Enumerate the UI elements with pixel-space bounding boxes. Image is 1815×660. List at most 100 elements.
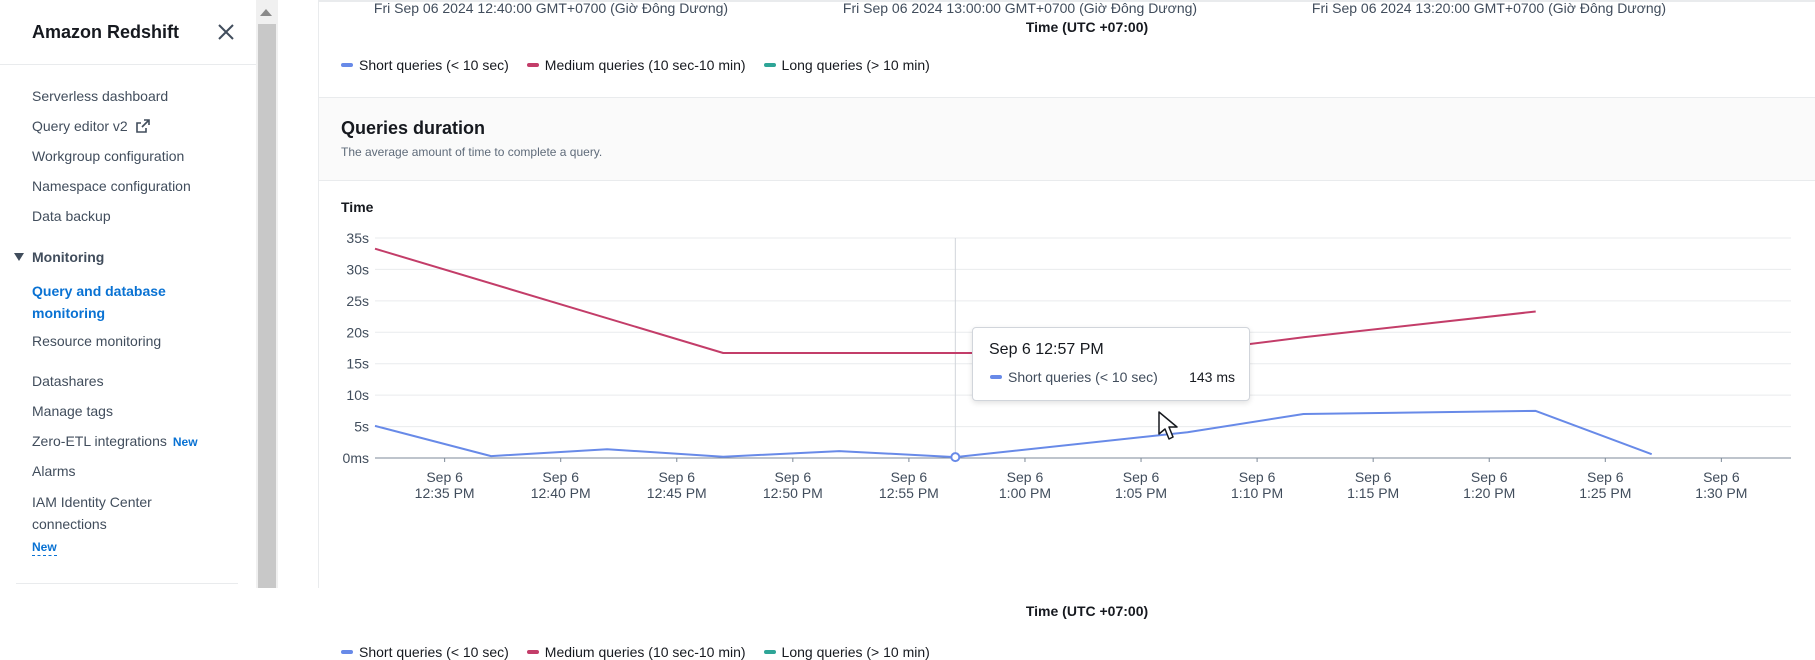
sidebar-item-serverless-dashboard[interactable]: Serverless dashboard <box>32 88 168 104</box>
tooltip-title: Sep 6 12:57 PM <box>989 341 1104 358</box>
panel-title: Queries duration <box>341 118 486 138</box>
sidebar-item-label: Resource monitoring <box>32 333 162 349</box>
sidebar-item-zero-etl-integrations[interactable]: Zero-ETL integrations New <box>32 433 198 449</box>
x-tick-label: Sep 6 <box>1471 469 1508 485</box>
sidebar-item-query-database-monitoring[interactable]: Query and database monitoring <box>32 280 166 324</box>
sidebar-item-label: Query editor v2 <box>32 118 128 134</box>
y-axis-title: Time <box>341 199 374 215</box>
tooltip-series-swatch <box>990 375 1002 379</box>
sidebar-item-label: Serverless dashboard <box>32 88 169 104</box>
legend-label: Long queries (> 10 min) <box>781 57 930 73</box>
x-tick-label: 12:45 PM <box>647 485 707 501</box>
sidebar-item-label: Query and database <box>32 283 166 299</box>
scrollbar-thumb[interactable] <box>258 24 276 588</box>
x-tick-label: 1:05 PM <box>1115 485 1167 501</box>
legend-label: Short queries (< 10 sec) <box>359 644 509 660</box>
hover-point-marker <box>950 452 961 463</box>
legend-item-long-queries[interactable]: Long queries (> 10 min) <box>763 57 930 73</box>
side-navigation: Amazon Redshift Serverless dashboard Que… <box>0 0 257 588</box>
sidebar-item-alarms[interactable]: Alarms <box>32 463 76 479</box>
sidebar-item-label: Data backup <box>32 208 111 224</box>
legend-item-long-queries[interactable]: Long queries (> 10 min) <box>763 644 930 660</box>
x-tick-label: Sep 6 <box>542 469 579 485</box>
top-divider <box>319 0 1815 2</box>
top-chart-x-tick: Fri Sep 06 2024 13:20:00 GMT+0700 (Giờ Đ… <box>1311 0 1667 16</box>
sidebar-item-label-line2: connections <box>32 516 107 532</box>
sidebar-item-label: Manage tags <box>32 403 113 419</box>
sidebar-item-datashares[interactable]: Datashares <box>32 373 104 389</box>
chart-tooltip: Sep 6 12:57 PM Short queries (< 10 sec) … <box>972 327 1250 401</box>
x-axis-title: Time (UTC +07:00) <box>1025 603 1149 619</box>
y-tick-label: 30s <box>346 261 369 277</box>
sidebar-item-label: Alarms <box>32 463 76 479</box>
x-tick-label: Sep 6 <box>1007 469 1044 485</box>
y-tick-label: 15s <box>346 356 369 372</box>
x-tick-label: 1:10 PM <box>1231 485 1283 501</box>
tooltip-series-label: Short queries (< 10 sec) <box>1008 369 1158 385</box>
mouse-cursor-icon <box>1158 411 1180 446</box>
sidebar-item-label: IAM Identity Center <box>32 494 152 510</box>
sidebar-section-monitoring[interactable]: Monitoring <box>14 249 104 265</box>
x-tick-label: Sep 6 <box>1239 469 1276 485</box>
legend-swatch <box>763 63 776 67</box>
x-tick-label: Sep 6 <box>891 469 928 485</box>
x-tick-label: 1:25 PM <box>1579 485 1631 501</box>
scroll-up-arrow-icon[interactable] <box>260 9 272 16</box>
sidebar-bottom-divider <box>16 583 238 584</box>
series-line-short-queries <box>374 409 1653 459</box>
y-tick-label: 25s <box>346 293 369 309</box>
legend-label: Long queries (> 10 min) <box>781 644 930 660</box>
panel-header: Queries duration The average amount of t… <box>319 98 1815 181</box>
x-tick-label: Sep 6 <box>1355 469 1392 485</box>
sidebar-scrollbar[interactable] <box>256 0 278 588</box>
top-chart-x-axis-title: Time (UTC +07:00) <box>1025 19 1149 35</box>
legend-item-short-queries[interactable]: Short queries (< 10 sec) <box>341 57 509 73</box>
y-tick-label: 10s <box>346 387 369 403</box>
y-tick-label: 35s <box>346 230 369 246</box>
sidebar-item-data-backup[interactable]: Data backup <box>32 208 111 224</box>
legend-item-short-queries[interactable]: Short queries (< 10 sec) <box>341 644 509 660</box>
caret-down-icon <box>14 253 24 261</box>
legend-swatch <box>526 63 539 67</box>
chart-legend: Short queries (< 10 sec) Medium queries … <box>341 644 930 660</box>
panel-description: The average amount of time to complete a… <box>341 145 603 159</box>
sidebar-item-namespace-configuration[interactable]: Namespace configuration <box>32 178 191 194</box>
top-chart-x-tick: Fri Sep 06 2024 13:00:00 GMT+0700 (Giờ Đ… <box>842 0 1198 16</box>
legend-swatch <box>341 63 353 67</box>
sidebar-item-label: Workgroup configuration <box>32 148 185 164</box>
sidebar-item-query-editor[interactable]: Query editor v2 <box>32 118 150 136</box>
sidebar-item-label: Zero-ETL integrations <box>32 433 167 449</box>
new-badge: New <box>32 540 57 556</box>
y-tick-label: 20s <box>346 324 369 340</box>
sidebar-item-resource-monitoring[interactable]: Resource monitoring <box>32 333 161 349</box>
close-icon[interactable] <box>214 20 238 44</box>
top-chart-legend: Short queries (< 10 sec) Medium queries … <box>341 57 930 73</box>
sidebar-item-iam-identity-center[interactable]: IAM Identity Center connections New <box>32 491 152 557</box>
x-tick-label: 12:55 PM <box>879 485 939 501</box>
x-tick-label: 1:00 PM <box>999 485 1051 501</box>
y-tick-label: 5s <box>354 419 369 435</box>
main-content: Fri Sep 06 2024 12:40:00 GMT+0700 (Giờ Đ… <box>318 0 1815 660</box>
y-tick-label: 0ms <box>343 450 369 466</box>
x-tick-label: 1:20 PM <box>1463 485 1515 501</box>
legend-swatch <box>341 650 353 654</box>
x-tick-label: 1:30 PM <box>1695 485 1747 501</box>
legend-swatch <box>526 650 539 654</box>
legend-label: Medium queries (10 sec-10 min) <box>544 57 746 73</box>
sidebar-item-manage-tags[interactable]: Manage tags <box>32 403 113 419</box>
sidebar-title: Amazon Redshift <box>32 22 180 42</box>
sidebar-item-label: Datashares <box>32 373 104 389</box>
new-badge: New <box>172 435 198 449</box>
sidebar-divider <box>0 64 256 65</box>
sidebar-item-label: Namespace configuration <box>32 178 191 194</box>
legend-item-medium-queries[interactable]: Medium queries (10 sec-10 min) <box>526 644 746 660</box>
x-tick-label: Sep 6 <box>1123 469 1160 485</box>
tooltip-value: 143 ms <box>1189 369 1235 385</box>
x-tick-label: 1:15 PM <box>1347 485 1399 501</box>
x-tick-label: Sep 6 <box>426 469 463 485</box>
x-tick-label: Sep 6 <box>775 469 812 485</box>
sidebar-item-workgroup-configuration[interactable]: Workgroup configuration <box>32 148 184 164</box>
legend-item-medium-queries[interactable]: Medium queries (10 sec-10 min) <box>526 57 746 73</box>
sidebar-item-label-line2: monitoring <box>32 305 106 321</box>
